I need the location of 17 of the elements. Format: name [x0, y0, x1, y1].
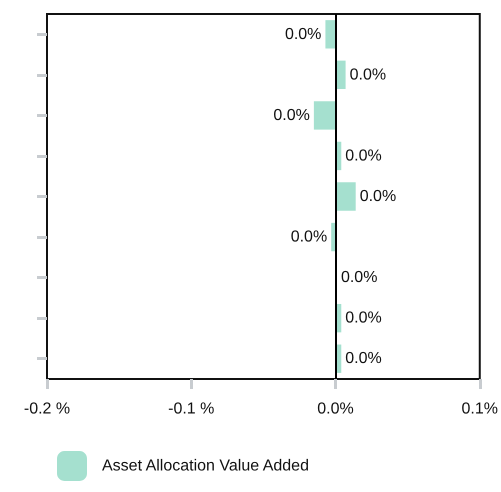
data-label: 0.0% — [340, 269, 378, 286]
data-label: 0.0% — [345, 310, 382, 327]
data-label: 0.0% — [273, 106, 310, 124]
data-label: 0.0% — [284, 26, 322, 43]
data-label: 0.0% — [345, 147, 382, 164]
data-label: 0.0% — [350, 66, 386, 84]
bar — [336, 182, 356, 211]
data-label: 0.0% — [345, 350, 382, 368]
x-tick-label: 0.0% — [317, 400, 354, 418]
x-tick-label: -0.1 % — [168, 400, 214, 418]
bar — [325, 20, 336, 48]
x-tick-label: -0.2 % — [24, 400, 70, 418]
data-label: 0.0% — [360, 188, 396, 205]
data-label: 0.0% — [290, 228, 328, 246]
x-tick-label: 0.1% — [462, 400, 498, 418]
bar — [314, 101, 336, 130]
legend-label: Asset Allocation Value Added — [102, 458, 309, 474]
